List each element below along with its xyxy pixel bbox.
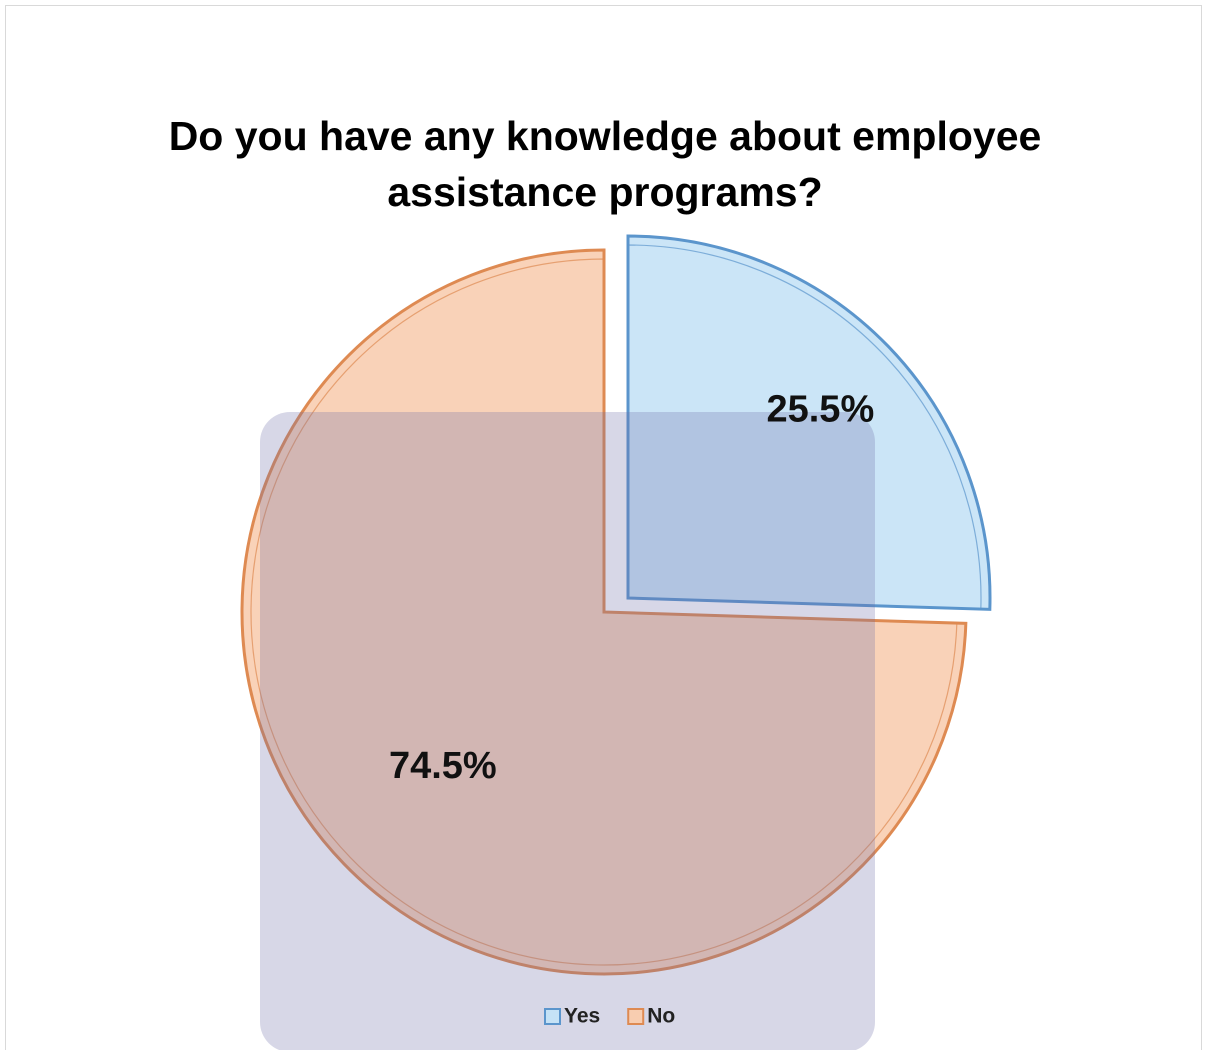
chart-title: Do you have any knowledge about employee… [168, 113, 1042, 215]
legend-swatch [627, 1008, 645, 1025]
legend-label: No [647, 1005, 675, 1028]
pie-slice [626, 234, 992, 611]
pie [240, 234, 992, 976]
value-labels: 25.5% 74.5% [389, 389, 874, 788]
slice-inner-edge [250, 258, 958, 966]
watermark [260, 412, 875, 1050]
value-label: 74.5% [389, 745, 497, 787]
legend-label: Yes [564, 1005, 600, 1028]
slice-inner-edge [627, 244, 982, 610]
chart-frame [5, 5, 1202, 1050]
value-label: 25.5% [766, 389, 874, 431]
legend: Yes No [544, 1005, 675, 1028]
legend-swatch [544, 1008, 561, 1025]
